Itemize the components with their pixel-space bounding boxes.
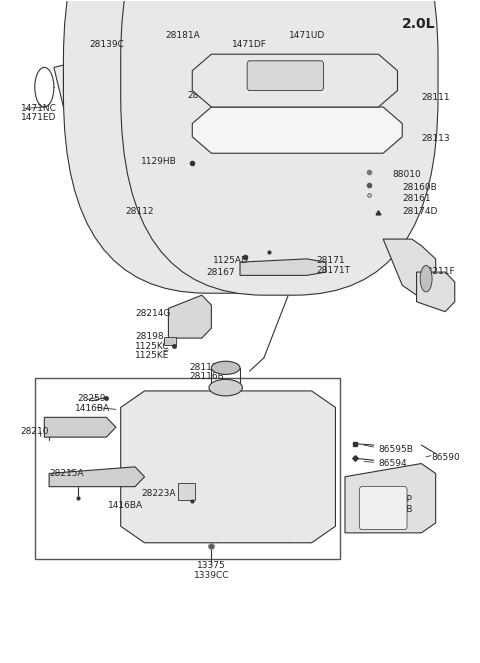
Text: 28164: 28164 — [188, 91, 216, 99]
Text: 28167: 28167 — [206, 269, 235, 277]
Polygon shape — [120, 391, 336, 543]
Text: 28181A: 28181A — [165, 31, 200, 40]
Text: 1125KC: 1125KC — [135, 342, 169, 351]
Text: 1125AD: 1125AD — [213, 257, 248, 265]
FancyBboxPatch shape — [157, 61, 180, 95]
Ellipse shape — [211, 361, 240, 375]
Polygon shape — [188, 160, 393, 253]
Text: 28113: 28113 — [421, 134, 450, 143]
Text: 28116B: 28116B — [189, 372, 224, 381]
Text: 1471DF: 1471DF — [232, 40, 267, 49]
FancyBboxPatch shape — [63, 0, 378, 293]
Text: 28214G: 28214G — [135, 309, 170, 318]
Text: 1471ED: 1471ED — [21, 113, 56, 122]
Text: 1129HB: 1129HB — [141, 156, 177, 166]
Polygon shape — [44, 417, 116, 437]
Text: 28259: 28259 — [78, 394, 106, 403]
Text: 13375: 13375 — [197, 562, 226, 570]
Bar — [35, 378, 340, 560]
Text: 28211F: 28211F — [421, 267, 455, 276]
Text: 1416BA: 1416BA — [108, 501, 143, 510]
Text: 1416BA: 1416BA — [74, 404, 109, 413]
Polygon shape — [192, 107, 402, 153]
Text: 25471P: 25471P — [378, 495, 412, 505]
Polygon shape — [54, 48, 144, 107]
Polygon shape — [417, 272, 455, 312]
Text: 28171T: 28171T — [316, 266, 350, 274]
Text: 28174D: 28174D — [402, 207, 438, 216]
Text: 1339CC: 1339CC — [193, 572, 229, 580]
Polygon shape — [192, 54, 397, 107]
Text: 28139B: 28139B — [237, 100, 272, 109]
Text: 28215A: 28215A — [49, 469, 84, 478]
FancyBboxPatch shape — [360, 487, 407, 530]
Text: 28221B: 28221B — [378, 505, 413, 514]
Text: 88010: 88010 — [393, 170, 421, 179]
Text: 86595B: 86595B — [378, 444, 413, 453]
Text: 28139C: 28139C — [89, 40, 124, 49]
Text: 1471NC: 1471NC — [21, 104, 56, 113]
Text: 28111: 28111 — [421, 93, 450, 101]
Polygon shape — [383, 239, 436, 298]
Polygon shape — [345, 463, 436, 533]
Polygon shape — [49, 467, 144, 487]
Text: 86590: 86590 — [431, 453, 460, 462]
FancyBboxPatch shape — [120, 0, 438, 295]
Ellipse shape — [268, 64, 290, 91]
Text: 28198: 28198 — [135, 332, 164, 341]
Bar — [178, 483, 195, 500]
Ellipse shape — [420, 265, 432, 292]
Ellipse shape — [100, 66, 104, 95]
Ellipse shape — [35, 68, 54, 107]
Ellipse shape — [107, 66, 111, 95]
Text: 28223A: 28223A — [142, 489, 176, 498]
Text: 28171: 28171 — [316, 257, 345, 265]
Text: 1471UD: 1471UD — [288, 31, 325, 40]
Text: 28112: 28112 — [126, 207, 154, 216]
Text: 2.0L: 2.0L — [402, 17, 436, 32]
Text: 28210: 28210 — [21, 428, 49, 436]
Text: 28160B: 28160B — [402, 183, 437, 192]
Ellipse shape — [114, 66, 118, 95]
Text: 28117F: 28117F — [190, 363, 224, 372]
Bar — [164, 337, 176, 345]
Text: 28138: 28138 — [240, 91, 269, 99]
Ellipse shape — [209, 379, 242, 396]
Text: 28161: 28161 — [402, 194, 431, 203]
Text: 86594: 86594 — [378, 459, 407, 468]
Polygon shape — [168, 295, 211, 338]
FancyBboxPatch shape — [247, 61, 324, 91]
Ellipse shape — [121, 66, 125, 95]
Polygon shape — [240, 259, 326, 275]
Text: 1125KE: 1125KE — [135, 351, 169, 361]
Ellipse shape — [128, 66, 132, 95]
